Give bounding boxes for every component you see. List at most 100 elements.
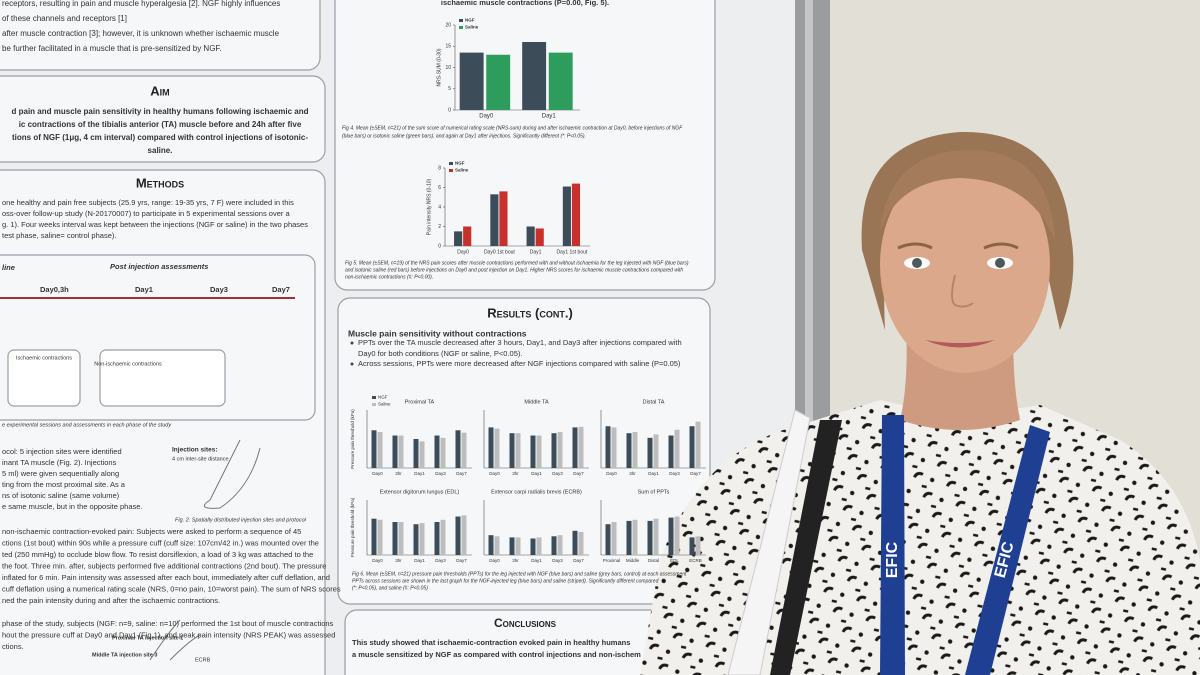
poster-text: Day1 <box>414 558 425 563</box>
bar <box>611 522 617 555</box>
bar <box>626 433 632 468</box>
poster-text: Day1 <box>530 249 542 255</box>
poster-text: Day0 <box>489 471 500 476</box>
bar <box>551 536 557 555</box>
bar <box>494 428 500 468</box>
poster-text: Day0 <box>372 471 383 476</box>
poster-text: one healthy and pain free subjects (25.9… <box>2 198 294 207</box>
bar <box>371 518 377 555</box>
poster-text: Fig 5. Mean (±SEM, n=19) of the NRS pain… <box>345 260 689 266</box>
poster-text: receptors, resulting in pain and muscle … <box>2 0 280 8</box>
poster-text: This study showed that ischaemic-contrac… <box>352 638 630 647</box>
bar <box>515 537 521 555</box>
leg-drawing <box>203 439 261 509</box>
bar <box>455 430 461 468</box>
bullet <box>350 341 354 345</box>
bar <box>455 516 461 555</box>
y-axis-label: Pressure pain threshold (kPa) <box>350 409 355 469</box>
bar <box>653 434 659 468</box>
bar <box>557 432 563 468</box>
poster-text: Day3 <box>552 558 563 563</box>
poster-text: Ischaemic contractions <box>16 355 72 361</box>
poster-text: test phase, saline= control phase). <box>2 231 116 240</box>
poster-text: 3hr <box>512 558 519 563</box>
poster-text: ned the pain intensity during and after … <box>2 596 220 605</box>
bar <box>611 427 617 468</box>
bar <box>632 519 638 555</box>
bar <box>572 530 578 555</box>
poster-text: 5 <box>448 86 451 92</box>
bar <box>578 426 584 468</box>
legend-swatch <box>449 169 453 172</box>
bar <box>668 517 674 555</box>
bar <box>398 435 404 468</box>
poster-text: Day0 <box>489 558 500 563</box>
bar <box>557 535 563 555</box>
poster-text: Muscle pain sensitivity without contract… <box>348 328 527 338</box>
poster-text: the foot. Three min. after, subjects per… <box>2 561 326 570</box>
bar <box>536 537 542 555</box>
poster-text: (blue bars) or isotonic saline (green ba… <box>342 133 586 139</box>
bar <box>632 432 638 468</box>
bar <box>551 433 557 468</box>
poster-text: Day7 <box>573 471 584 476</box>
bar <box>695 536 701 555</box>
poster-text: Extensor digitorum lungus (EDL) <box>380 489 460 495</box>
bar <box>695 421 701 468</box>
bar <box>490 194 499 246</box>
bar <box>605 524 611 555</box>
poster-text: after muscle contraction [3]; however, i… <box>2 29 280 38</box>
poster-text: 8 <box>438 165 441 171</box>
poster-text: tions of NGF (1μg, 4 cm interval) compar… <box>12 133 308 142</box>
legend-swatch <box>372 403 376 406</box>
poster-text: phase of the study, subjects (NGF: n=9, … <box>2 619 334 628</box>
legend-swatch <box>372 396 376 399</box>
bar <box>674 516 680 555</box>
poster-text: Day3 <box>210 285 228 294</box>
bar <box>562 186 571 246</box>
bar <box>548 52 573 110</box>
bar <box>463 226 472 246</box>
bar <box>486 54 511 110</box>
poster-text: a muscle sensitized by NGF as compared w… <box>352 650 641 659</box>
poster-text: Saline <box>378 402 391 407</box>
poster-text: ting from the most proximal site. As a <box>2 480 126 489</box>
poster-text: 3hr <box>395 471 402 476</box>
poster-text: 2 <box>438 224 441 230</box>
poster-text: non-ischaemic contraction-evoked pain: S… <box>2 527 301 536</box>
poster-text: inant TA muscle (Fig. 2). Injections <box>2 458 117 467</box>
bar <box>668 435 674 468</box>
poster-text: ocol: 5 injection sites were identified <box>2 447 122 456</box>
frame-highlight <box>805 0 813 675</box>
poster-text: ic contractions of the tibialis anterior… <box>19 120 302 129</box>
poster-text: Fig 6. Mean (±SEM, n=21) pressure pain t… <box>352 571 687 577</box>
bar <box>626 520 632 555</box>
poster-text: hout the pressure cuff at Day0 and Day1 … <box>2 630 335 639</box>
poster-text: 3hr <box>395 558 402 563</box>
bar <box>392 435 398 468</box>
poster-text: Day0 <box>479 114 494 120</box>
poster-text: Saline <box>455 168 469 173</box>
poster-text: Post injection assessments <box>110 262 208 271</box>
bullet <box>350 362 354 366</box>
bar <box>530 538 536 555</box>
y-axis-label: Pressure pain threshold (kPa) <box>350 497 355 557</box>
bar <box>488 535 494 555</box>
bar <box>459 52 484 110</box>
poster-text: Fig 4. Mean (±SEM, n=21) of the sum scor… <box>342 125 683 131</box>
bar <box>488 427 494 468</box>
bar <box>440 519 446 555</box>
bar <box>689 537 695 555</box>
poster-text: ctions. <box>2 642 24 651</box>
bar <box>689 426 695 468</box>
poster-text: e same muscle, but in the opposite phase… <box>2 502 143 511</box>
bar <box>392 522 398 555</box>
poster-text: (*: P<0.05), and saline (#: P<0.05) <box>352 585 428 591</box>
poster-text: 3hr <box>512 471 519 476</box>
bar <box>413 439 419 468</box>
poster-text: Methods <box>136 175 184 190</box>
bar <box>398 522 404 555</box>
poster-text: Day3 <box>435 471 446 476</box>
poster-text: Middle TA injection site 3 <box>92 652 157 658</box>
poster-text: Day3 <box>669 471 680 476</box>
